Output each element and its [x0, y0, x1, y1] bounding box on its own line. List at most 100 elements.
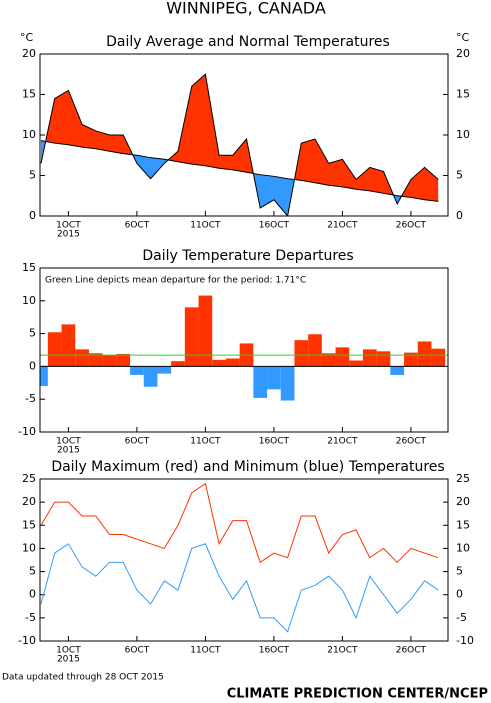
annotation: Green Line depicts mean departure for th… [45, 276, 306, 286]
y-tick-label: 20 [22, 495, 36, 508]
x-tick-label: 6OCT [125, 437, 150, 447]
page-title: WINNIPEG, CANADA [166, 0, 326, 18]
bar [225, 358, 240, 367]
bar [349, 360, 363, 367]
y-tick-label-right: 20 [456, 47, 470, 60]
y-tick-label-right: 0 [456, 209, 463, 222]
line [40, 543, 439, 633]
y-tick-label-right: 15 [456, 88, 470, 101]
bar [116, 353, 131, 367]
plot-frame [39, 53, 449, 217]
y-tick-label-right: 0 [456, 588, 463, 601]
bar [390, 366, 405, 375]
y-tick-label-right: 25 [456, 472, 470, 485]
plot-area [40, 482, 439, 633]
above-normal-area [41, 74, 439, 202]
y-tick-label: 25 [22, 472, 36, 485]
x-tick-label: 26OCT [396, 221, 427, 231]
bar [267, 366, 281, 390]
y-tick-label-right: 10 [456, 541, 470, 554]
line [40, 73, 439, 216]
bar [88, 353, 103, 367]
plot-area [40, 295, 448, 401]
y-tick-label: 0 [29, 359, 36, 372]
year-label: 2015 [57, 655, 80, 665]
chart-title: Daily Maximum (red) and Minimum (blue) T… [51, 459, 444, 475]
y-tick-label-right: -10 [456, 634, 474, 647]
y-tick-label-right: 10 [456, 128, 470, 141]
y-tick-label-right: 5 [456, 169, 463, 182]
x-tick-label: 11OCT [190, 221, 221, 231]
y-tick-label-right: -5 [456, 611, 467, 624]
x-tick-label: 16OCT [259, 646, 290, 656]
year-label: 2015 [57, 446, 80, 456]
x-tick-label: 26OCT [396, 646, 427, 656]
x-tick-label: 11OCT [190, 646, 221, 656]
y-unit-right: °C [456, 31, 470, 44]
bar [376, 351, 391, 367]
bar [321, 353, 336, 367]
y-tick-label: 20 [22, 47, 36, 60]
y-tick-label: -5 [25, 392, 36, 405]
x-tick-label: 1OCT [56, 437, 81, 447]
y-tick-label: -5 [25, 611, 36, 624]
x-tick-label: 21OCT [327, 646, 358, 656]
x-tick-label: 21OCT [327, 437, 358, 447]
x-tick-label: 6OCT [125, 646, 150, 656]
y-tick-label: 15 [22, 261, 36, 274]
y-tick-label: 5 [29, 169, 36, 182]
plot-area [40, 73, 439, 216]
bar [212, 359, 226, 367]
bar [75, 349, 89, 367]
bar [102, 355, 117, 367]
y-tick-label: 5 [29, 565, 36, 578]
source: CLIMATE PREDICTION CENTER/NCEP [227, 687, 488, 702]
x-tick-label: 26OCT [396, 437, 427, 447]
bar [47, 332, 62, 367]
year-label: 2015 [57, 230, 80, 240]
y-unit: °C [20, 31, 34, 44]
y-tick-label: 0 [29, 588, 36, 601]
y-tick-label: 10 [22, 541, 36, 554]
y-tick-label: 15 [22, 88, 36, 101]
chart-title: Daily Temperature Departures [142, 248, 353, 264]
y-tick-label-right: 20 [456, 495, 470, 508]
bar [61, 324, 76, 367]
bar [198, 295, 213, 367]
bar [40, 366, 48, 387]
bar [308, 334, 322, 367]
y-tick-label: -10 [18, 634, 36, 647]
y-tick-label-right: 5 [456, 565, 463, 578]
bar [335, 347, 350, 367]
bar [143, 366, 158, 387]
line [40, 482, 439, 564]
bar [171, 361, 185, 367]
y-tick-label: 0 [29, 209, 36, 222]
bar [294, 340, 309, 367]
line [40, 140, 439, 202]
bar [417, 341, 432, 367]
x-tick-label: 21OCT [327, 221, 358, 231]
x-tick-label: 1OCT [56, 646, 81, 656]
y-tick-label: 10 [22, 294, 36, 307]
y-tick-label: 5 [29, 327, 36, 340]
chart-title: Daily Average and Normal Temperatures [106, 34, 390, 50]
bar [130, 366, 144, 375]
bar [404, 352, 418, 367]
plot-frame [39, 267, 449, 433]
bar [157, 366, 172, 374]
x-tick-label: 6OCT [125, 221, 150, 231]
x-tick-label: 16OCT [259, 221, 290, 231]
update-note: Data updated through 28 OCT 2015 [2, 673, 164, 683]
plot-frame [39, 478, 449, 642]
y-tick-label: 10 [22, 128, 36, 141]
x-tick-label: 11OCT [190, 437, 221, 447]
bar [184, 307, 199, 367]
bar [431, 348, 446, 367]
x-tick-label: 16OCT [259, 437, 290, 447]
y-tick-label: -10 [18, 425, 36, 438]
y-tick-label-right: 15 [456, 518, 470, 531]
y-tick-label: 15 [22, 518, 36, 531]
